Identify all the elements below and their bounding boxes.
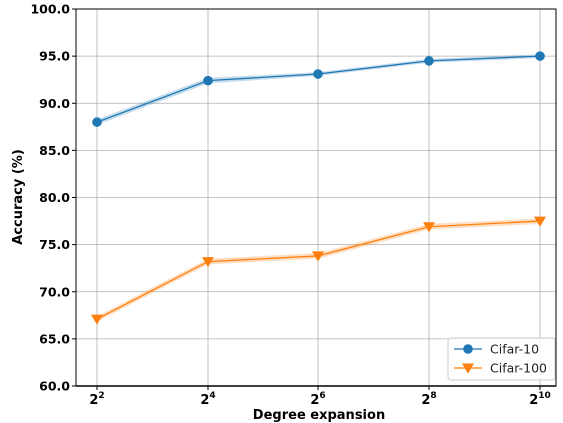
- x-tick-labels: 22 24 26 28 210: [89, 386, 551, 408]
- cifar-100-legend-label: Cifar-100: [490, 361, 547, 376]
- cifar-100-line: [96, 220, 541, 320]
- y-tick-label: 90.0: [39, 96, 70, 111]
- cifar-100-point: [312, 251, 324, 262]
- cifar-10-point: [313, 69, 323, 79]
- cifar-10-point: [535, 51, 545, 61]
- cifar-100-point: [423, 222, 435, 233]
- x-axis-label: Degree expansion: [253, 408, 385, 423]
- cifar-10-point: [203, 75, 213, 86]
- cifar-10-band: [97, 54, 540, 125]
- y-tick-label: 65.0: [39, 331, 70, 346]
- cifar-100-band: [97, 218, 540, 322]
- confidence-bands: [97, 54, 540, 322]
- y-tick-label: 80.0: [39, 190, 70, 205]
- series-markers: [91, 51, 546, 325]
- legend: Cifar-10 Cifar-100: [447, 337, 556, 381]
- x-tick-label: 24: [200, 391, 215, 408]
- y-tick-label: 70.0: [39, 284, 70, 299]
- cifar-100-point: [91, 314, 103, 325]
- y-tick-label: 85.0: [39, 143, 70, 158]
- cifar-10-line: [96, 55, 541, 123]
- cifar-100-point: [534, 216, 546, 227]
- cifar-10-point: [424, 56, 434, 66]
- y-tick-labels: 60.0 65.0 70.0 75.0 80.0 85.0 90.0 95.0 100.0: [30, 2, 76, 394]
- grid: [76, 8, 556, 387]
- y-tick-label: 95.0: [39, 49, 70, 64]
- cifar-100-point: [202, 257, 214, 268]
- x-tick-label: 28: [421, 391, 436, 408]
- y-tick-label: 75.0: [39, 237, 70, 252]
- x-tick-label: 22: [89, 391, 104, 408]
- cifar-100-legend-marker: [462, 363, 474, 374]
- cifar-10-point: [92, 117, 102, 127]
- x-tick-label: 26: [310, 391, 325, 408]
- y-axis-label: Accuracy (%): [11, 149, 26, 245]
- y-tick-label: 60.0: [39, 379, 70, 394]
- cifar-10-legend-label: Cifar-10: [490, 342, 539, 357]
- cifar-10-legend-marker: [463, 344, 473, 354]
- x-tick-label: 210: [529, 391, 551, 408]
- y-tick-label: 100.0: [30, 2, 70, 17]
